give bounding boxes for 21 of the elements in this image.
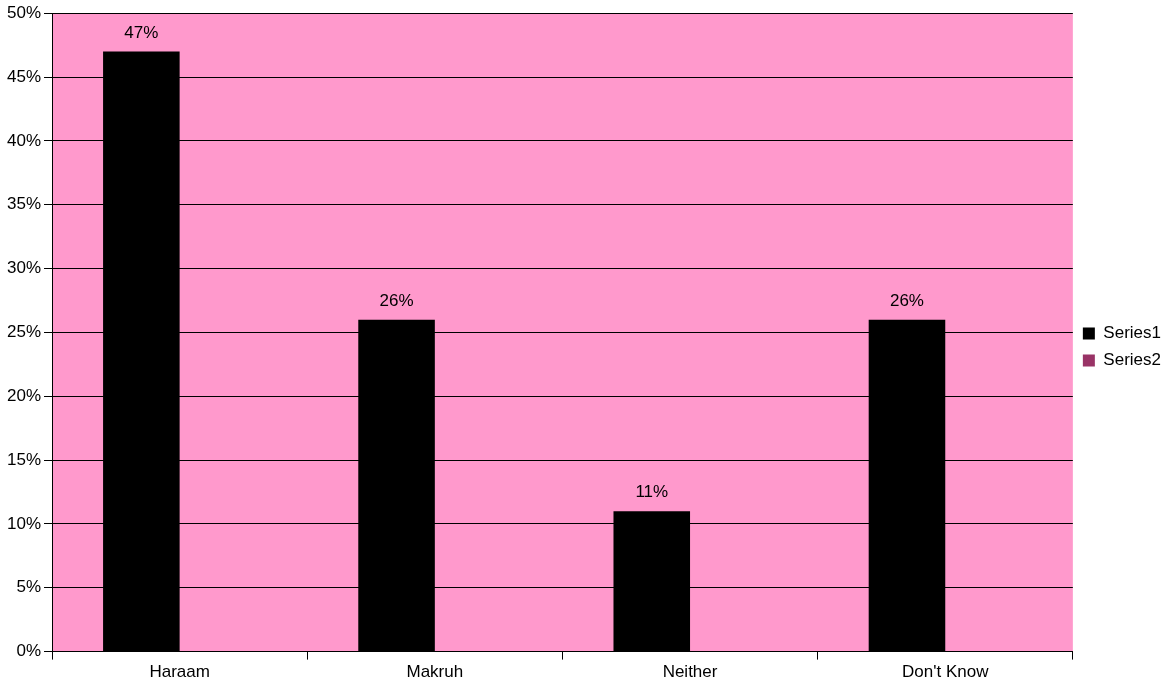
y-tick-label: 0% <box>16 641 42 661</box>
x-tick-label: Don't Know <box>902 662 990 682</box>
y-tick-label: 50% <box>6 2 42 22</box>
y-tick-label: 35% <box>6 194 42 214</box>
y-tick-label: 15% <box>6 449 42 469</box>
y-tick-label: 10% <box>6 513 42 533</box>
y-tick-label: 45% <box>6 66 42 86</box>
legend-label: Series1 <box>1103 323 1161 343</box>
legend-label: Series2 <box>1103 350 1161 370</box>
y-tick-label: 5% <box>16 577 42 597</box>
x-tick-label: Haraam <box>149 662 210 682</box>
y-tick-label: 20% <box>6 385 42 405</box>
y-tick-label: 30% <box>6 258 42 278</box>
x-tick-label: Neither <box>662 662 718 682</box>
data-label: 11% <box>635 482 669 502</box>
data-label: 26% <box>889 290 924 310</box>
data-label: 26% <box>379 290 414 310</box>
y-tick-label: 40% <box>6 130 42 150</box>
y-tick-label: 25% <box>6 322 42 342</box>
x-tick-label: Makruh <box>406 662 464 682</box>
data-label: 47% <box>124 22 159 42</box>
